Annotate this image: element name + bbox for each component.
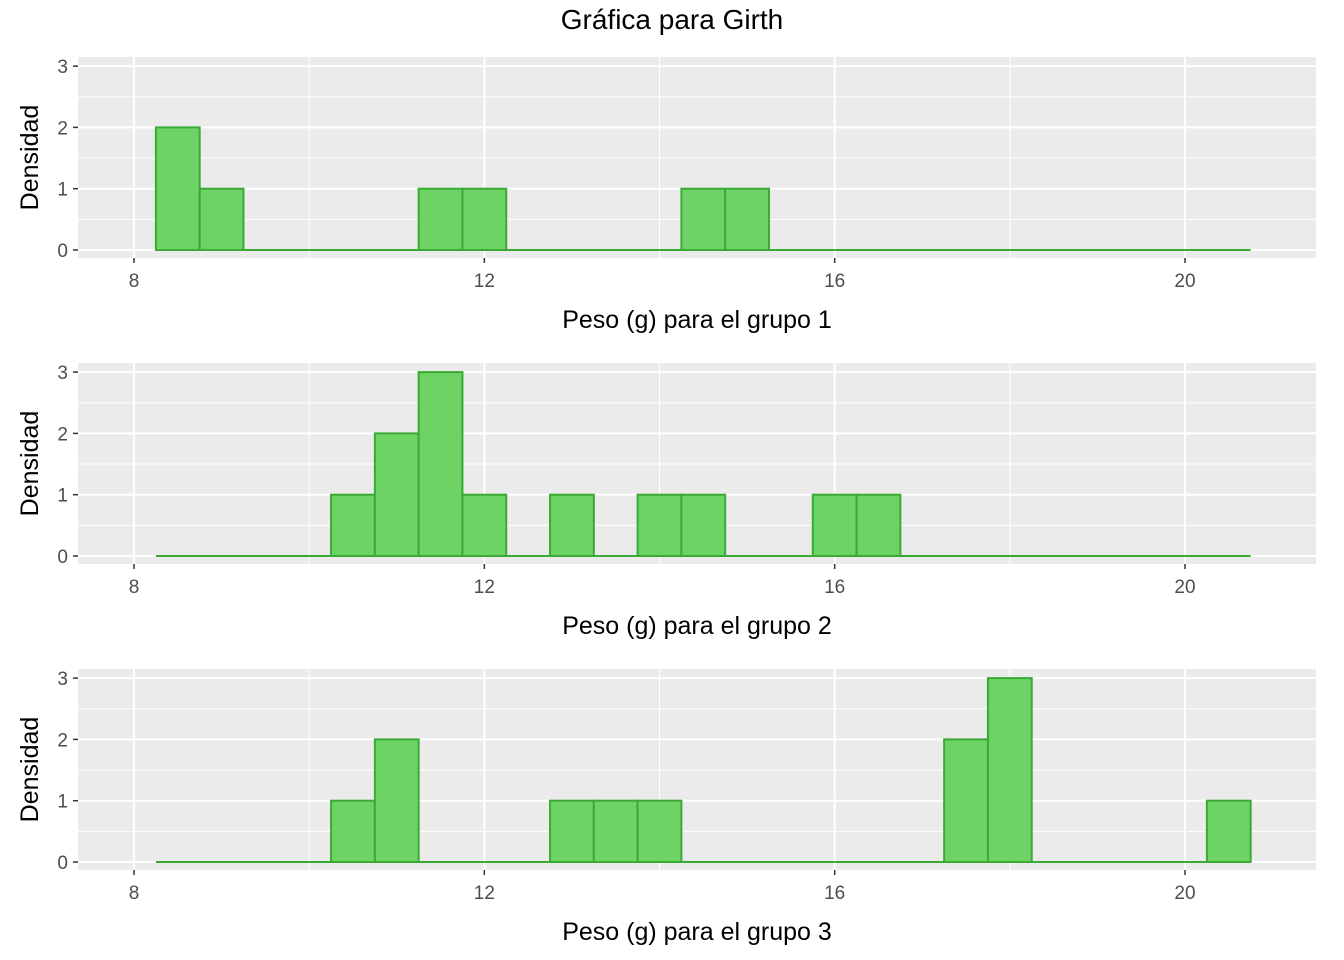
x-tick-label: 20	[1174, 883, 1195, 904]
x-tick-label: 12	[474, 577, 495, 598]
histogram-bar	[592, 799, 639, 864]
histogram-bar	[154, 126, 201, 251]
y-axis-title: Densidad	[16, 105, 44, 211]
y-tick-label: 2	[57, 424, 68, 445]
x-tick-label: 16	[824, 883, 845, 904]
y-tick-label: 0	[57, 853, 68, 874]
histogram-bar	[636, 493, 683, 558]
histogram-bar	[549, 799, 595, 864]
y-tick-label: 2	[57, 730, 68, 751]
y-tick-label: 0	[57, 241, 68, 262]
x-tick-label: 20	[1174, 577, 1195, 598]
y-tick-label: 3	[57, 669, 68, 690]
x-tick-label: 20	[1174, 271, 1195, 292]
x-axis-title: Peso (g) para el grupo 1	[562, 306, 832, 334]
chart-title: Gráfica para Girth	[560, 4, 784, 35]
histogram-bar	[198, 187, 245, 251]
histogram-bar	[724, 187, 770, 251]
histogram-bar	[373, 738, 420, 864]
y-tick-label: 2	[57, 118, 68, 139]
histogram-bar	[680, 187, 727, 251]
histogram-bar	[549, 493, 595, 558]
histogram-bar	[855, 493, 902, 558]
histogram-bar	[811, 493, 858, 558]
histogram-bar	[330, 493, 376, 558]
x-tick-label: 12	[474, 271, 495, 292]
histogram-bar	[636, 799, 683, 864]
histogram-bar	[986, 677, 1033, 863]
y-axis-title: Densidad	[16, 411, 44, 517]
y-tick-label: 3	[57, 57, 68, 78]
x-axis-title: Peso (g) para el grupo 2	[562, 612, 832, 640]
histogram-bar	[680, 493, 727, 558]
histogram-bar	[461, 493, 508, 558]
y-axis-title: Densidad	[16, 717, 44, 823]
y-tick-label: 0	[57, 547, 68, 568]
x-axis-title: Peso (g) para el grupo 3	[562, 918, 832, 946]
histogram-bar	[417, 187, 464, 251]
histogram-bar	[417, 371, 464, 557]
histogram-bar	[373, 432, 420, 557]
histogram-bar	[943, 738, 989, 864]
histogram-bar	[1205, 799, 1252, 864]
y-tick-label: 1	[57, 486, 68, 507]
y-tick-label: 3	[57, 363, 68, 384]
y-tick-label: 1	[57, 180, 68, 201]
panel-background	[78, 669, 1316, 870]
x-tick-label: 16	[824, 577, 845, 598]
x-tick-label: 8	[129, 577, 140, 598]
histogram-bar	[330, 799, 376, 864]
x-tick-label: 16	[824, 271, 845, 292]
y-tick-label: 1	[57, 792, 68, 813]
x-tick-label: 8	[129, 883, 140, 904]
x-tick-label: 12	[474, 883, 495, 904]
x-tick-label: 8	[129, 271, 140, 292]
histogram-bar	[461, 187, 508, 251]
